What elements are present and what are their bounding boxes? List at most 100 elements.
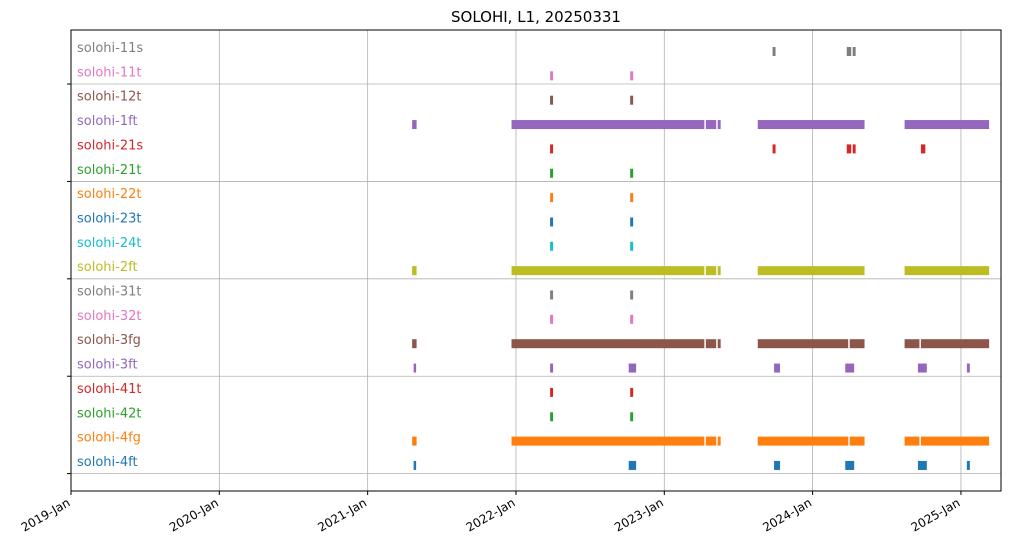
interval-bar-solohi-2ft: [757, 266, 865, 276]
plot-frame: [70, 29, 1002, 492]
interval-bar-solohi-11s: [846, 47, 852, 56]
row-label-solohi-32t: solohi-32t: [77, 309, 141, 324]
x-tick-label: 2022-Jan: [464, 495, 518, 534]
interval-bar-solohi-4ft: [413, 460, 417, 470]
interval-bar-solohi-23t: [630, 217, 634, 227]
interval-bar-solohi-3fg: [904, 339, 920, 349]
interval-bar-solohi-32t: [550, 314, 554, 324]
x-tick-label: 2020-Jan: [167, 495, 221, 534]
interval-bar-solohi-4fg: [412, 436, 417, 446]
interval-bar-solohi-3fg: [705, 339, 717, 349]
interval-bar-solohi-22t: [630, 193, 634, 203]
interval-bar-solohi-3ft: [413, 363, 417, 373]
interval-bar-solohi-23t: [550, 217, 554, 227]
row-label-solohi-3ft: solohi-3ft: [77, 358, 138, 373]
interval-bar-solohi-1ft: [757, 120, 865, 130]
row-label-solohi-4ft: solohi-4ft: [77, 455, 138, 470]
interval-bar-solohi-4ft: [917, 460, 927, 470]
row-label-solohi-21s: solohi-21s: [77, 138, 143, 153]
grid: [70, 30, 1001, 491]
interval-bar-solohi-22t: [550, 193, 554, 203]
interval-bar-solohi-1ft: [412, 120, 417, 130]
interval-bar-solohi-21t: [630, 168, 634, 178]
interval-bar-solohi-3fg: [849, 339, 865, 349]
interval-bar-solohi-42t: [630, 412, 634, 422]
interval-bar-solohi-4fg: [920, 436, 990, 446]
row-label-solohi-12t: solohi-12t: [77, 90, 141, 105]
interval-bar-solohi-2ft: [511, 266, 705, 276]
y-axis-ticks: [67, 83, 71, 475]
interval-bar-solohi-31t: [550, 290, 554, 300]
interval-bar-solohi-21s: [852, 144, 856, 154]
interval-bar-solohi-21s: [920, 144, 926, 154]
interval-bar-solohi-4fg: [849, 436, 865, 446]
interval-bar-solohi-4fg: [904, 436, 920, 446]
interval-bar-solohi-3ft: [628, 363, 637, 373]
interval-bar-solohi-21s: [846, 144, 852, 154]
x-tick-label: 2025-Jan: [909, 495, 963, 534]
x-tick-label: 2021-Jan: [315, 495, 369, 534]
interval-bar-solohi-3ft: [774, 363, 780, 373]
interval-bar-solohi-1ft: [511, 120, 705, 130]
interval-bar-solohi-42t: [550, 412, 554, 422]
interval-bar-solohi-4ft: [845, 460, 855, 470]
interval-bar-solohi-3fg: [717, 339, 721, 349]
interval-bar-solohi-4fg: [511, 436, 705, 446]
interval-bar-solohi-1ft: [717, 120, 721, 130]
interval-bar-solohi-3fg: [412, 339, 417, 349]
interval-bar-solohi-24t: [630, 241, 634, 251]
interval-bar-solohi-21t: [550, 168, 554, 178]
interval-bar-solohi-2ft: [705, 266, 717, 276]
interval-bar-solohi-11s: [772, 47, 776, 56]
interval-bar-solohi-3fg: [757, 339, 849, 349]
interval-bar-solohi-2ft: [412, 266, 417, 276]
interval-bar-solohi-4fg: [705, 436, 717, 446]
row-label-solohi-2ft: solohi-2ft: [77, 260, 138, 275]
interval-bar-solohi-32t: [630, 314, 634, 324]
row-label-solohi-21t: solohi-21t: [77, 163, 141, 178]
interval-bar-solohi-1ft: [904, 120, 990, 130]
row-label-solohi-24t: solohi-24t: [77, 236, 141, 251]
interval-bar-solohi-4fg: [757, 436, 849, 446]
interval-bar-solohi-3fg: [920, 339, 990, 349]
interval-bar-solohi-41t: [550, 387, 554, 397]
interval-bar-solohi-2ft: [717, 266, 721, 276]
interval-bar-solohi-12t: [550, 95, 554, 105]
x-tick-label: 2019-Jan: [19, 495, 73, 534]
interval-bar-solohi-11s: [852, 47, 856, 56]
row-label-solohi-3fg: solohi-3fg: [77, 333, 141, 348]
interval-bar-solohi-24t: [550, 241, 554, 251]
interval-bar-solohi-4ft: [966, 460, 970, 470]
interval-bar-solohi-21s: [550, 144, 554, 154]
interval-bar-solohi-3ft: [845, 363, 855, 373]
interval-bar-solohi-3ft: [917, 363, 927, 373]
row-label-solohi-22t: solohi-22t: [77, 187, 141, 202]
row-label-solohi-41t: solohi-41t: [77, 382, 141, 397]
row-label-solohi-11t: solohi-11t: [77, 65, 141, 80]
chart-title: SOLOHI, L1, 20250331: [451, 8, 621, 26]
x-tick-label: 2024-Jan: [760, 495, 814, 534]
interval-bar-solohi-2ft: [904, 266, 990, 276]
interval-bars: [412, 47, 990, 470]
interval-bar-solohi-3fg: [511, 339, 705, 349]
interval-bar-solohi-11t: [630, 71, 634, 81]
interval-bar-solohi-4ft: [774, 460, 780, 470]
row-label-solohi-42t: solohi-42t: [77, 406, 141, 421]
row-label-solohi-31t: solohi-31t: [77, 285, 141, 300]
interval-bar-solohi-3ft: [966, 363, 970, 373]
x-axis: 2019-Jan 2020-Jan 2021-Jan 2022-Jan 2023-Jan…: [19, 491, 963, 535]
interval-bar-solohi-11t: [550, 71, 554, 81]
row-label-solohi-1ft: solohi-1ft: [77, 114, 138, 129]
row-label-solohi-4fg: solohi-4fg: [77, 431, 141, 446]
row-label-solohi-11s: solohi-11s: [77, 41, 143, 56]
x-tick-label: 2023-Jan: [612, 495, 666, 534]
row-labels: solohi-11s solohi-11t solohi-12t solohi-1ft…: [77, 41, 143, 470]
interval-bar-solohi-41t: [630, 387, 634, 397]
interval-bar-solohi-21s: [772, 144, 776, 154]
interval-bar-solohi-3ft: [550, 363, 554, 373]
interval-bar-solohi-1ft: [705, 120, 717, 130]
row-label-solohi-23t: solohi-23t: [77, 211, 141, 226]
interval-bar-solohi-12t: [630, 95, 634, 105]
interval-bar-solohi-4fg: [717, 436, 721, 446]
